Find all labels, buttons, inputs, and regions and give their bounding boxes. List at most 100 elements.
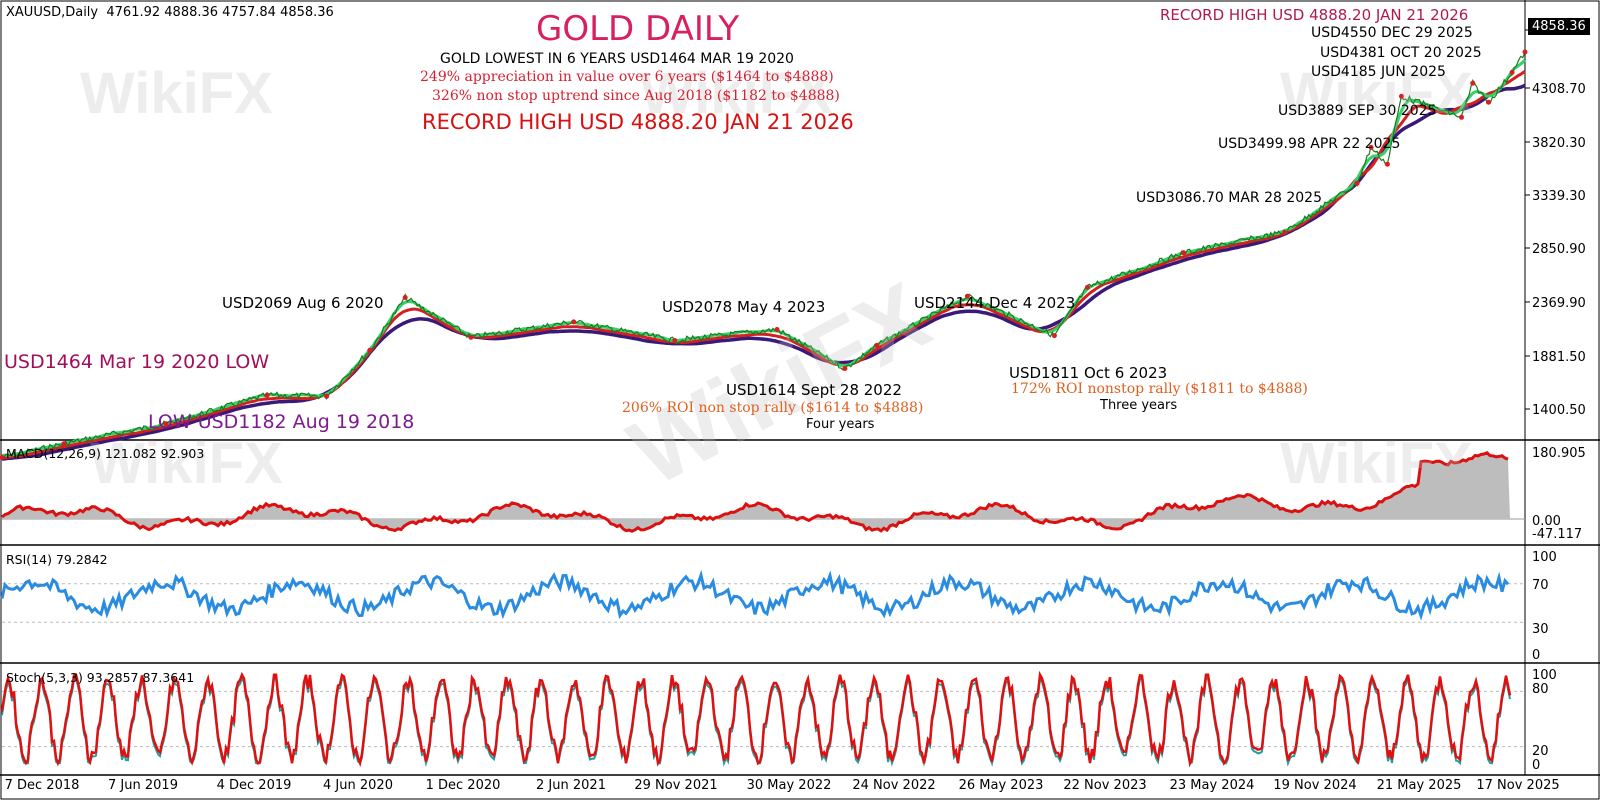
rsi-tick: 70 [1532, 578, 1549, 593]
price-point [0, 455, 5, 460]
price-point [1509, 69, 1515, 75]
price-line [2, 51, 1526, 458]
rsi-line [0, 569, 1510, 621]
price-point [1181, 250, 1187, 256]
price-point [1354, 180, 1360, 186]
ohlc-values: 4761.92 4888.36 4757.84 4858.36 [106, 5, 334, 20]
y-tick-label: 3339.30 [1532, 189, 1586, 204]
price-point [1522, 49, 1528, 55]
price-point [874, 342, 880, 348]
appreciation-note: 249% appreciation in value over 6 years … [420, 69, 834, 85]
y-tick-label: 2850.90 [1532, 242, 1586, 257]
price-point [1470, 80, 1476, 86]
symbol-header: XAUUSD,Daily 4761.92 4888.36 4757.84 485… [6, 6, 334, 19]
x-tick-label: 2 Jun 2021 [536, 778, 606, 793]
x-tick-label: 29 Nov 2021 [634, 778, 718, 793]
stoch-tick: 20 [1532, 744, 1549, 759]
price-point [163, 421, 169, 427]
price-point [61, 441, 67, 447]
macd-tick: -47.117 [1532, 527, 1583, 542]
price-point [1459, 114, 1464, 120]
price-point [468, 334, 474, 340]
chart-title: GOLD DAILY [536, 9, 740, 49]
price-point [1486, 99, 1491, 105]
x-tick-label: 7 Dec 2018 [4, 778, 80, 793]
stoch-tick: 0 [1532, 758, 1541, 773]
label-oct-2025: USD4381 OCT 20 2025 [1320, 45, 1482, 61]
stoch-label: Stoch(5,3,3) 93.2857 87.3641 [6, 670, 195, 685]
rsi-tick: 0 [1532, 648, 1541, 663]
label-sep-2025: USD3889 SEP 30 2025 [1278, 103, 1437, 119]
label-may-2023: USD2078 May 4 2023 [662, 298, 826, 316]
price-point [324, 393, 330, 399]
price-point [264, 392, 270, 398]
x-tick-label: 7 Jun 2019 [108, 778, 178, 793]
watermark: WikiFX [1280, 61, 1473, 126]
price-point [774, 327, 780, 332]
x-tick-label: 26 May 2023 [958, 778, 1044, 793]
label-jun-2025: USD4185 JUN 2025 [1311, 64, 1446, 80]
price-point [842, 366, 848, 371]
four-years-note: Four years [806, 417, 875, 432]
macd-label: MACD(12,26,9) 121.082 92.903 [6, 446, 205, 461]
macd-histogram [2, 452, 1510, 532]
y-tick-label: 1881.50 [1532, 350, 1586, 365]
macd-tick: 180.905 [1532, 446, 1586, 461]
price-point [571, 319, 577, 325]
rsi-label: RSI(14) 79.2842 [6, 552, 108, 567]
x-tick-label: 4 Dec 2019 [216, 778, 292, 793]
record-high-big: RECORD HIGH USD 4888.20 JAN 21 2026 [422, 110, 854, 134]
label-low-2020: USD1464 Mar 19 2020 LOW [4, 351, 270, 373]
stoch-series [0, 670, 1512, 768]
mid-moving-average [1, 70, 1526, 460]
x-tick-label: 4 Jun 2020 [323, 778, 393, 793]
label-mar-2025: USD3086.70 MAR 28 2025 [1136, 190, 1322, 206]
x-tick-label: 23 May 2024 [1169, 778, 1255, 793]
stoch-main-line [0, 670, 1512, 768]
x-tick-label: 21 May 2025 [1376, 778, 1462, 793]
lowest-in-6-years: GOLD LOWEST IN 6 YEARS USD1464 MAR 19 20… [440, 51, 794, 67]
price-series [0, 49, 1528, 461]
chart-symbol: XAUUSD,Daily [6, 5, 99, 20]
last-price-badge: 4858.36 [1528, 18, 1590, 35]
label-dec-2025: USD4550 DEC 29 2025 [1311, 25, 1473, 41]
watermark: WikiFX [1280, 431, 1473, 496]
watermark: WikiFX [640, 61, 833, 126]
label-sep-2022: USD1614 Sept 28 2022 [726, 381, 902, 399]
price-point [1368, 144, 1374, 150]
label-dec-2023: USD2144 Dec 4 2023 [914, 294, 1076, 312]
price-point [672, 338, 678, 343]
price-point [367, 347, 373, 353]
watermark: WikiFX [90, 431, 283, 496]
macd-series [1, 451, 1510, 533]
record-high-top: RECORD HIGH USD 4888.20 JAN 21 2026 [1160, 6, 1469, 24]
price-point [1399, 93, 1404, 99]
price-point [1051, 333, 1057, 339]
rsi-series [0, 569, 1510, 621]
macd-tick: 0.00 [1532, 514, 1561, 529]
price-point [964, 293, 970, 299]
x-tick-label: 19 Nov 2024 [1273, 778, 1357, 793]
label-apr-2025: USD3499.98 APR 22 2025 [1218, 136, 1401, 152]
stoch-tick: 80 [1532, 682, 1549, 697]
y-tick-label: 2369.90 [1532, 296, 1586, 311]
uptrend-note: 326% non stop uptrend since Aug 2018 ($1… [432, 88, 840, 104]
macd-signal-line [1, 451, 1509, 533]
x-tick-label: 1 Dec 2020 [425, 778, 501, 793]
x-tick-label: 22 Nov 2023 [1063, 778, 1147, 793]
x-tick-label: 30 May 2022 [746, 778, 832, 793]
roi-206-note: 206% ROI non stop rally ($1614 to $4888) [622, 400, 924, 416]
watermark: WikiFX [80, 61, 273, 126]
roi-172-note: 172% ROI nonstop rally ($1811 to $4888) [1011, 381, 1308, 397]
x-tick-label: 17 Nov 2025 [1476, 778, 1560, 793]
label-low-2018: LOW USD1182 Aug 19 2018 [148, 411, 415, 433]
stoch-tick: 100 [1532, 668, 1557, 683]
label-aug-2020: USD2069 Aug 6 2020 [222, 294, 384, 312]
price-point [1282, 229, 1288, 235]
x-tick-label: 24 Nov 2022 [852, 778, 936, 793]
price-point [1384, 161, 1390, 167]
rsi-tick: 100 [1532, 550, 1557, 565]
price-point [1085, 284, 1090, 290]
